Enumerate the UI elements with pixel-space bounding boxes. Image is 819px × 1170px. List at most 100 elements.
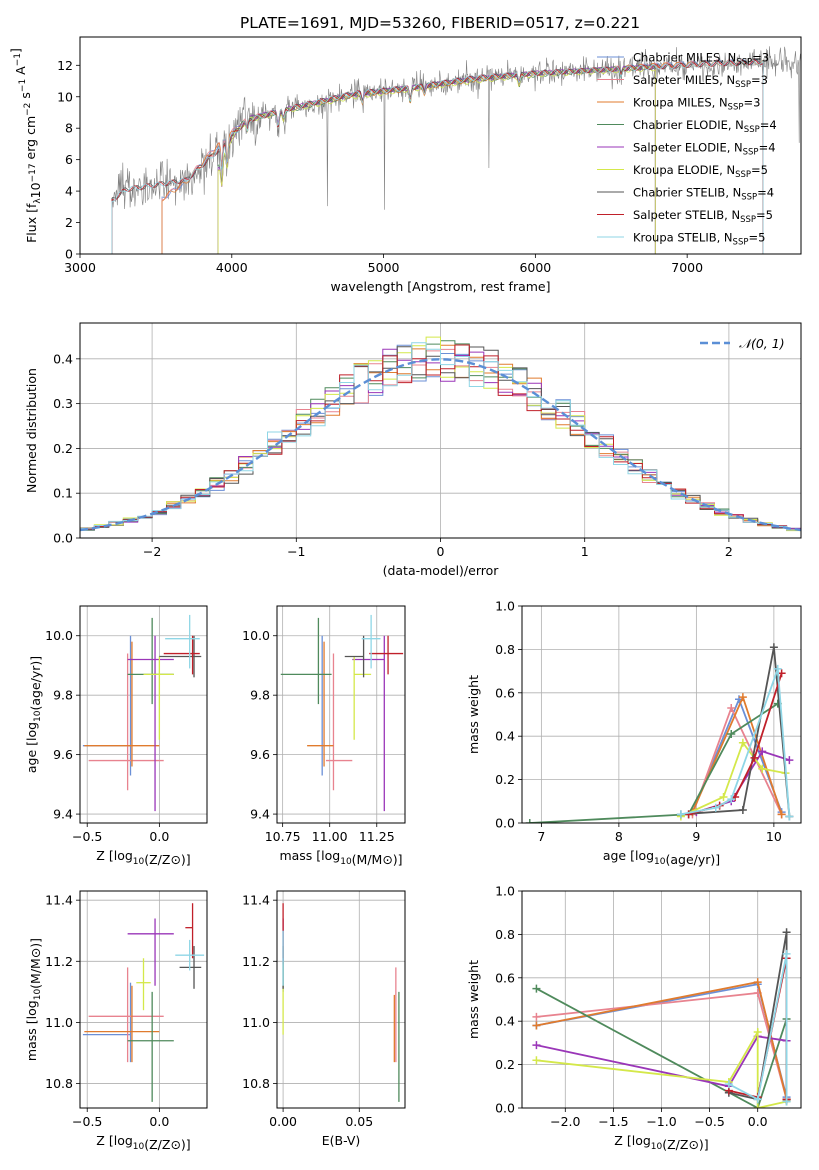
y-tick-label: 12 (57, 58, 73, 73)
x-tick-label: −0.5 (694, 1114, 724, 1129)
x-tick-label: 0.0 (149, 829, 169, 844)
x-tick-label: −0.5 (72, 829, 102, 844)
y-tick-label: 10.0 (45, 628, 73, 643)
y-tick-label: 10.8 (242, 1076, 270, 1091)
weight-line (728, 953, 788, 1102)
weight-marker (738, 738, 747, 747)
label-segment: 10 (28, 182, 43, 198)
weight-marker (758, 764, 767, 773)
y-tick-label: 0.4 (495, 729, 515, 744)
y-tick-label: 11.4 (242, 893, 270, 908)
label-segment: 10 (133, 1142, 145, 1152)
y-tick-label: 11.2 (45, 954, 73, 969)
weight-marker (711, 803, 720, 812)
weight-marker (782, 928, 791, 937)
label-segment: (Z/Z⊙)] (144, 852, 190, 867)
label-segment: λ (33, 198, 43, 204)
weight-vs-age-y-axis-label: mass weight (466, 675, 481, 754)
weight-vs-age-plot-area (522, 606, 801, 823)
x-tick-label: −2.0 (550, 1114, 580, 1129)
label-segment: A (13, 66, 28, 79)
label-segment: log (635, 848, 654, 863)
x-tick-label: 11.00 (312, 829, 348, 844)
legend-label: Chabrier STELIB, NSSP=4 (633, 186, 774, 203)
weight-vs-age-frame (521, 605, 802, 824)
residuals-content (80, 336, 801, 533)
weight-marker (727, 795, 736, 804)
label-segment: 10 (133, 857, 145, 867)
label-segment: 10 (654, 857, 666, 867)
label-segment: log (24, 1000, 39, 1019)
label-segment: Chabrier ELODIE, N (633, 118, 744, 132)
spectrum-plot-area (80, 37, 801, 254)
y-tick-label: 1.0 (495, 884, 515, 899)
label-segment: log (321, 848, 340, 863)
label-segment: SSP (728, 103, 744, 113)
label-segment: =4 (759, 141, 776, 155)
legend-label: Salpeter ELODIE, NSSP=4 (633, 141, 776, 158)
x-tick-label: 0.0 (149, 1114, 169, 1129)
residuals-x-axis-label: (data-model)/error (383, 563, 500, 578)
x-tick-label: −2 (143, 544, 161, 559)
spectrum-frame (79, 36, 802, 255)
x-tick-label: 4000 (216, 260, 248, 275)
figure-title: PLATE=1691, MJD=53260, FIBERID=0517, z=0… (240, 14, 640, 32)
y-tick-label: 0.8 (495, 642, 515, 657)
label-segment: =3 (752, 51, 769, 65)
age-vs-Z-content (82, 614, 202, 812)
label-segment: Flux [f (24, 203, 39, 243)
label-segment: Salpeter MILES, N (633, 73, 735, 87)
x-tick-label: 10 (766, 829, 782, 844)
label-segment: =5 (748, 231, 765, 245)
y-tick-label: 0 (65, 247, 73, 262)
label-segment: −17 (28, 163, 38, 182)
y-tick-label: 0.2 (495, 772, 515, 787)
weight-marker (532, 1012, 541, 1021)
weight-vs-Z-content (532, 928, 791, 1108)
x-tick-label: 0 (437, 544, 445, 559)
mass-vs-EBV-frame (276, 890, 406, 1109)
x-tick-label: 0.00 (269, 1114, 297, 1129)
label-segment: =3 (743, 96, 760, 110)
mass-vs-EBV-plot-area (277, 891, 405, 1108)
age-vs-Z-plot-area (80, 606, 207, 823)
x-tick-label: 0.05 (345, 1114, 373, 1129)
label-segment: Salpeter STELIB, N (633, 208, 740, 222)
y-tick-label: 0.0 (495, 816, 515, 831)
weight-marker (525, 819, 534, 823)
weight-marker (753, 1104, 762, 1108)
weight-vs-Z-panel: −2.0 −1.5 −1.0 −0.5 0.0 0.0 0.2 0.4 0.6 0.8 1.0 Z [… (466, 884, 802, 1152)
y-tick-label: 9.4 (53, 807, 73, 822)
legend-label: Kroupa STELIB, NSSP=5 (633, 231, 765, 248)
legend-label: 𝒩(0, 1) (739, 336, 785, 351)
label-segment: mass weight (466, 960, 481, 1039)
y-tick-label: 11.4 (45, 893, 73, 908)
weight-marker (785, 812, 794, 821)
y-tick-label: 10.0 (242, 628, 270, 643)
weight-marker (777, 810, 786, 819)
y-tick-label: 1.0 (495, 599, 515, 614)
mass-vs-Z-y-axis-label: mass [log10(M/M⊙)] (24, 938, 43, 1061)
y-tick-label: 11.0 (45, 1015, 73, 1030)
spectrum-model-line (111, 59, 764, 254)
spectrum-model-line (217, 66, 656, 254)
label-segment: mass [ (24, 1019, 39, 1061)
label-segment: (data-model)/error (383, 563, 500, 578)
label-segment: SSP (735, 80, 751, 90)
y-tick-label: 9.4 (250, 807, 270, 822)
label-segment: =4 (760, 118, 777, 132)
mass-vs-Z-frame (79, 890, 208, 1109)
label-segment: mass weight (466, 675, 481, 754)
x-tick-label: 6000 (519, 260, 551, 275)
y-tick-label: 9.8 (250, 688, 270, 703)
label-segment: =3 (751, 73, 768, 87)
weight-marker (719, 792, 728, 801)
age-vs-Z-panel: −0.5 0.09.49.69.810.0Z [log10(Z/Z⊙)]age [… (24, 605, 208, 867)
weight-marker (785, 756, 794, 765)
label-segment: (Z/Z⊙)] (662, 1137, 708, 1152)
label-segment: Z [ (96, 1133, 113, 1148)
y-tick-label: 9.6 (53, 747, 73, 762)
age-vs-mass-x-axis-label: mass [log10(M/M⊙)] (279, 848, 402, 867)
spectrum-y-axis-label: Flux [fλ10−17 erg cm−2 s−1 A−1] (8, 48, 43, 243)
